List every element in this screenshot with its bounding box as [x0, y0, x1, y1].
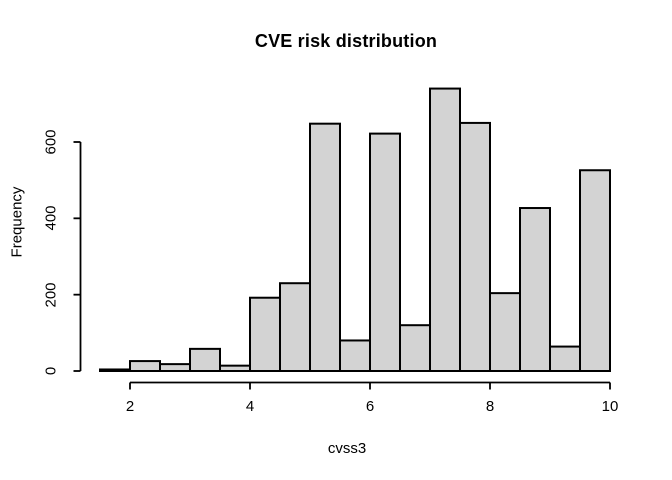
histogram-bar	[219, 364, 251, 373]
x-tick-label: 8	[485, 398, 495, 415]
histogram-bar	[549, 345, 581, 372]
histogram-bar	[339, 339, 371, 373]
histogram-bar	[459, 121, 491, 372]
y-tick-label-text: 200	[42, 282, 60, 308]
y-tick-label-text: 400	[42, 205, 60, 231]
histogram-bar	[429, 87, 461, 372]
histogram-bar	[579, 169, 611, 372]
histogram-bar	[279, 282, 311, 373]
x-axis-label: cvss3	[327, 440, 367, 457]
histogram-bar	[159, 363, 191, 373]
y-tick-label-text: 0	[42, 366, 60, 376]
histogram-bar	[189, 347, 221, 373]
chart-title: CVE risk distribution	[254, 31, 438, 51]
histogram-bar	[519, 207, 551, 372]
histogram-bar	[399, 324, 431, 373]
histogram-bar	[129, 360, 161, 372]
histogram-bar	[99, 368, 131, 372]
x-tick-label: 4	[245, 398, 255, 415]
histogram-bar	[309, 122, 341, 373]
histogram-bar	[489, 292, 521, 373]
x-tick-label: 6	[365, 398, 375, 415]
x-tick-label: 2	[125, 398, 135, 415]
y-tick-label-text: 600	[42, 129, 60, 155]
x-tick-label: 10	[601, 398, 619, 415]
histogram-bar	[369, 132, 401, 372]
histogram-bar	[249, 296, 281, 372]
y-axis-label-text: Frequency	[8, 186, 26, 258]
